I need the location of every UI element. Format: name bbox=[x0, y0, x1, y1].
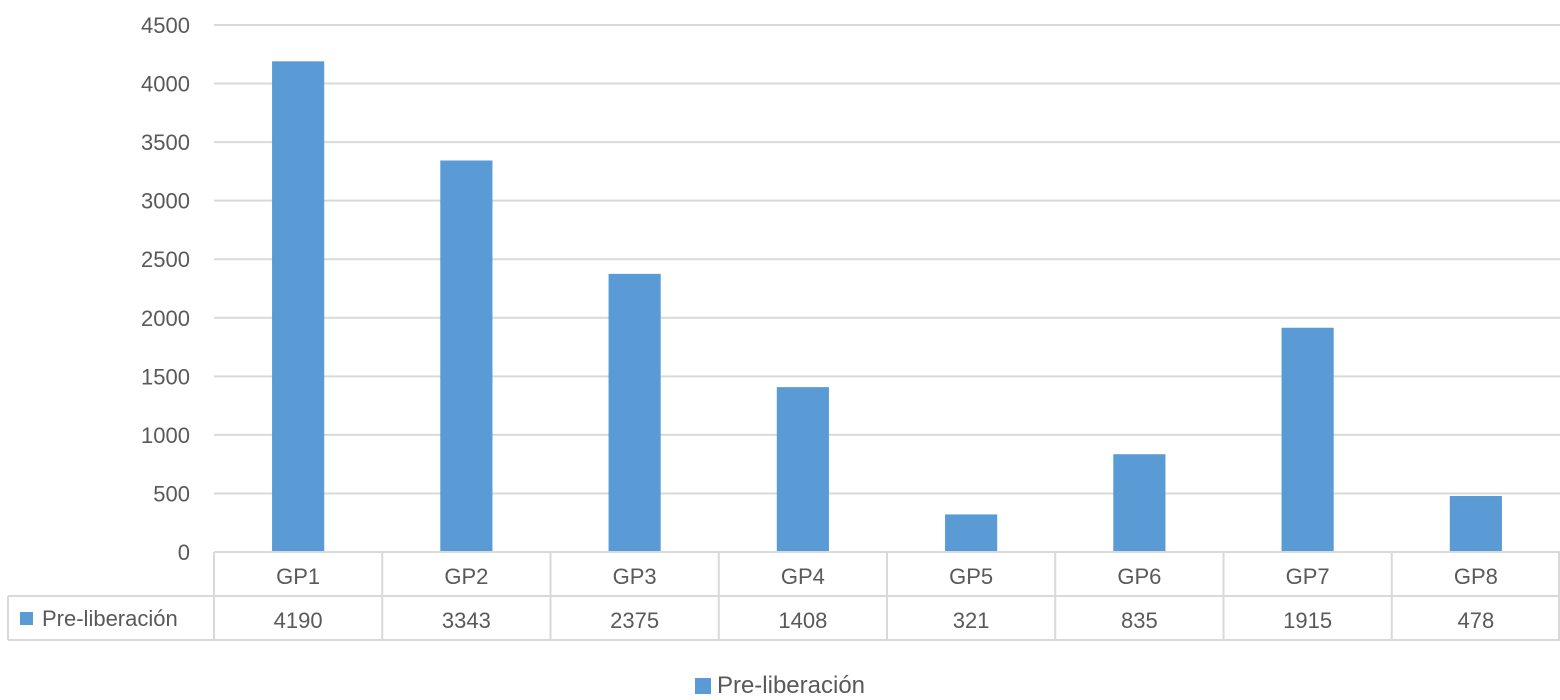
bars bbox=[272, 61, 1502, 552]
y-tick-label: 4500 bbox=[141, 13, 190, 38]
data-table-value: 835 bbox=[1121, 608, 1158, 633]
y-tick-label: 1500 bbox=[141, 364, 190, 389]
data-table-value: 1408 bbox=[778, 608, 827, 633]
category-label: GP2 bbox=[444, 564, 488, 589]
y-tick-label: 500 bbox=[153, 481, 190, 506]
y-tick-label: 4000 bbox=[141, 72, 190, 97]
y-tick-label: 2500 bbox=[141, 247, 190, 272]
category-label: GP3 bbox=[613, 564, 657, 589]
legend-label: Pre-liberación bbox=[716, 672, 866, 699]
bar-gp3 bbox=[608, 273, 661, 552]
y-tick-label: 3000 bbox=[141, 189, 190, 214]
bar-gp7 bbox=[1281, 327, 1334, 552]
data-table: GP1 4190 GP2 3343 GP3 2375 GP4 1408 GP5 321 GP6 835… bbox=[7, 551, 1560, 641]
y-tick-label: 2000 bbox=[141, 306, 190, 331]
category-label: GP8 bbox=[1454, 564, 1498, 589]
category-label: GP6 bbox=[1117, 564, 1161, 589]
bar-gp6 bbox=[1113, 454, 1166, 552]
data-table-value: 3343 bbox=[442, 608, 491, 633]
category-label: GP7 bbox=[1286, 564, 1330, 589]
category-label: GP1 bbox=[276, 564, 320, 589]
y-tick-label: 1000 bbox=[141, 423, 190, 448]
category-label: GP5 bbox=[949, 564, 993, 589]
data-table-value: 1915 bbox=[1283, 608, 1332, 633]
bar-gp2 bbox=[440, 160, 493, 552]
legend: Pre-liberación bbox=[0, 672, 1560, 700]
bar-gp1 bbox=[272, 61, 325, 552]
data-table-value: 2375 bbox=[610, 608, 659, 633]
data-table-value: 321 bbox=[953, 608, 990, 633]
bar-gp5 bbox=[945, 514, 998, 552]
category-label: GP4 bbox=[781, 564, 825, 589]
gridlines bbox=[214, 24, 1560, 495]
data-table-value: 478 bbox=[1458, 608, 1495, 633]
table-series-label: Pre-liberación bbox=[42, 606, 178, 631]
bar-gp8 bbox=[1449, 496, 1502, 552]
legend-swatch bbox=[694, 678, 711, 694]
y-tick-label: 0 bbox=[178, 540, 190, 565]
y-axis-ticks: 0 500 1000 1500 2000 2500 3000 3500 4000 4500 bbox=[141, 13, 190, 565]
table-series-swatch bbox=[20, 612, 33, 625]
bar-gp4 bbox=[776, 387, 829, 552]
y-tick-label: 3500 bbox=[141, 130, 190, 155]
data-table-value: 4190 bbox=[274, 608, 323, 633]
